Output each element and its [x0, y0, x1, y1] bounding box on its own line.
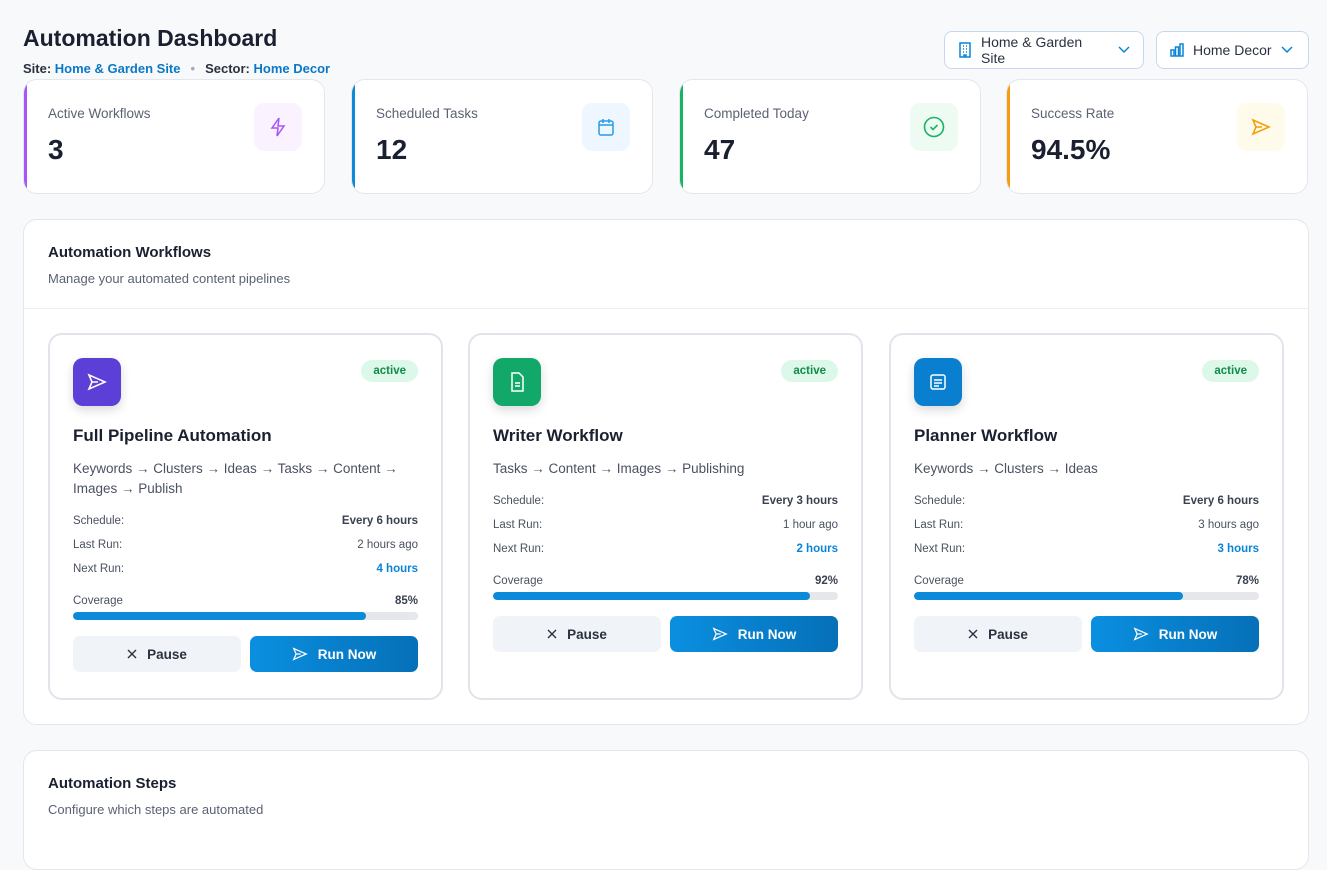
coverage-value: 85%	[394, 595, 418, 607]
check-circle-icon	[910, 103, 958, 151]
site-sector-info: Site: Home & Garden Site • Sector: Home De…	[23, 61, 331, 76]
status-badge: active	[361, 360, 418, 382]
workflow-name: Planner Workflow	[914, 426, 1058, 445]
send-icon	[1133, 627, 1149, 641]
stat-completed-today: Completed Today 47	[679, 79, 981, 194]
send-icon	[292, 647, 308, 661]
bar-chart-icon	[1170, 43, 1184, 57]
send-icon	[73, 358, 121, 406]
stat-active-workflows: Active Workflows 3	[23, 79, 325, 194]
bolt-icon	[254, 103, 302, 151]
site-selector[interactable]: Home & Garden Site	[944, 31, 1144, 69]
send-icon	[1237, 103, 1285, 151]
workflow-name: Writer Workflow	[493, 426, 623, 445]
run-now-button[interactable]: Run Now	[1091, 616, 1259, 652]
file-text-icon	[493, 358, 541, 406]
chevron-down-icon	[1281, 46, 1293, 54]
workflow-steps: Keywords → Clusters → Ideas	[914, 461, 1098, 476]
close-icon	[968, 629, 978, 639]
workflow-card: active Planner Workflow Keywords → Clust…	[889, 333, 1284, 700]
list-icon	[914, 358, 962, 406]
status-badge: active	[781, 360, 838, 382]
run-now-button[interactable]: Run Now	[250, 636, 418, 672]
coverage-bar	[914, 592, 1259, 600]
automation-steps-panel: Automation Steps Configure which steps a…	[23, 750, 1309, 870]
workflow-steps: Keywords → Clusters → Ideas → Tasks → Co…	[73, 461, 398, 496]
building-icon	[959, 42, 971, 58]
coverage-value: 78%	[1235, 575, 1259, 587]
pause-button[interactable]: Pause	[493, 616, 661, 652]
last-run-value: 3 hours ago	[1198, 519, 1259, 531]
schedule-value: Every 6 hours	[1182, 495, 1259, 507]
next-run-value: 4 hours	[376, 563, 418, 575]
automation-workflows-panel: Automation Workflows Manage your automat…	[23, 219, 1309, 725]
next-run-value: 3 hours	[1217, 543, 1259, 555]
next-run-value: 2 hours	[796, 543, 838, 555]
calendar-icon	[582, 103, 630, 151]
schedule-value: Every 3 hours	[761, 495, 838, 507]
divider	[24, 308, 1308, 309]
coverage-value: 92%	[814, 575, 838, 587]
last-run-value: 2 hours ago	[357, 539, 418, 551]
last-run-value: 1 hour ago	[783, 519, 838, 531]
close-icon	[547, 629, 557, 639]
pause-button[interactable]: Pause	[73, 636, 241, 672]
workflow-name: Full Pipeline Automation	[73, 426, 272, 445]
coverage-bar	[73, 612, 418, 620]
workflow-card: active Writer Workflow Tasks → Content →…	[468, 333, 863, 700]
close-icon	[127, 649, 137, 659]
workflow-card: active Full Pipeline Automation Keywords…	[48, 333, 443, 700]
pause-button[interactable]: Pause	[914, 616, 1082, 652]
run-now-button[interactable]: Run Now	[670, 616, 838, 652]
stat-scheduled-tasks: Scheduled Tasks 12	[351, 79, 653, 194]
send-icon	[712, 627, 728, 641]
stat-success-rate: Success Rate 94.5%	[1006, 79, 1308, 194]
sector-selector[interactable]: Home Decor	[1156, 31, 1309, 69]
site-value: Home & Garden Site	[54, 61, 181, 76]
coverage-bar	[493, 592, 838, 600]
status-badge: active	[1202, 360, 1259, 382]
workflow-steps: Tasks → Content → Images → Publishing	[493, 461, 745, 476]
chevron-down-icon	[1118, 46, 1130, 54]
schedule-value: Every 6 hours	[341, 515, 418, 527]
sector-value: Home Decor	[253, 61, 331, 76]
page-title: Automation Dashboard	[23, 25, 278, 51]
